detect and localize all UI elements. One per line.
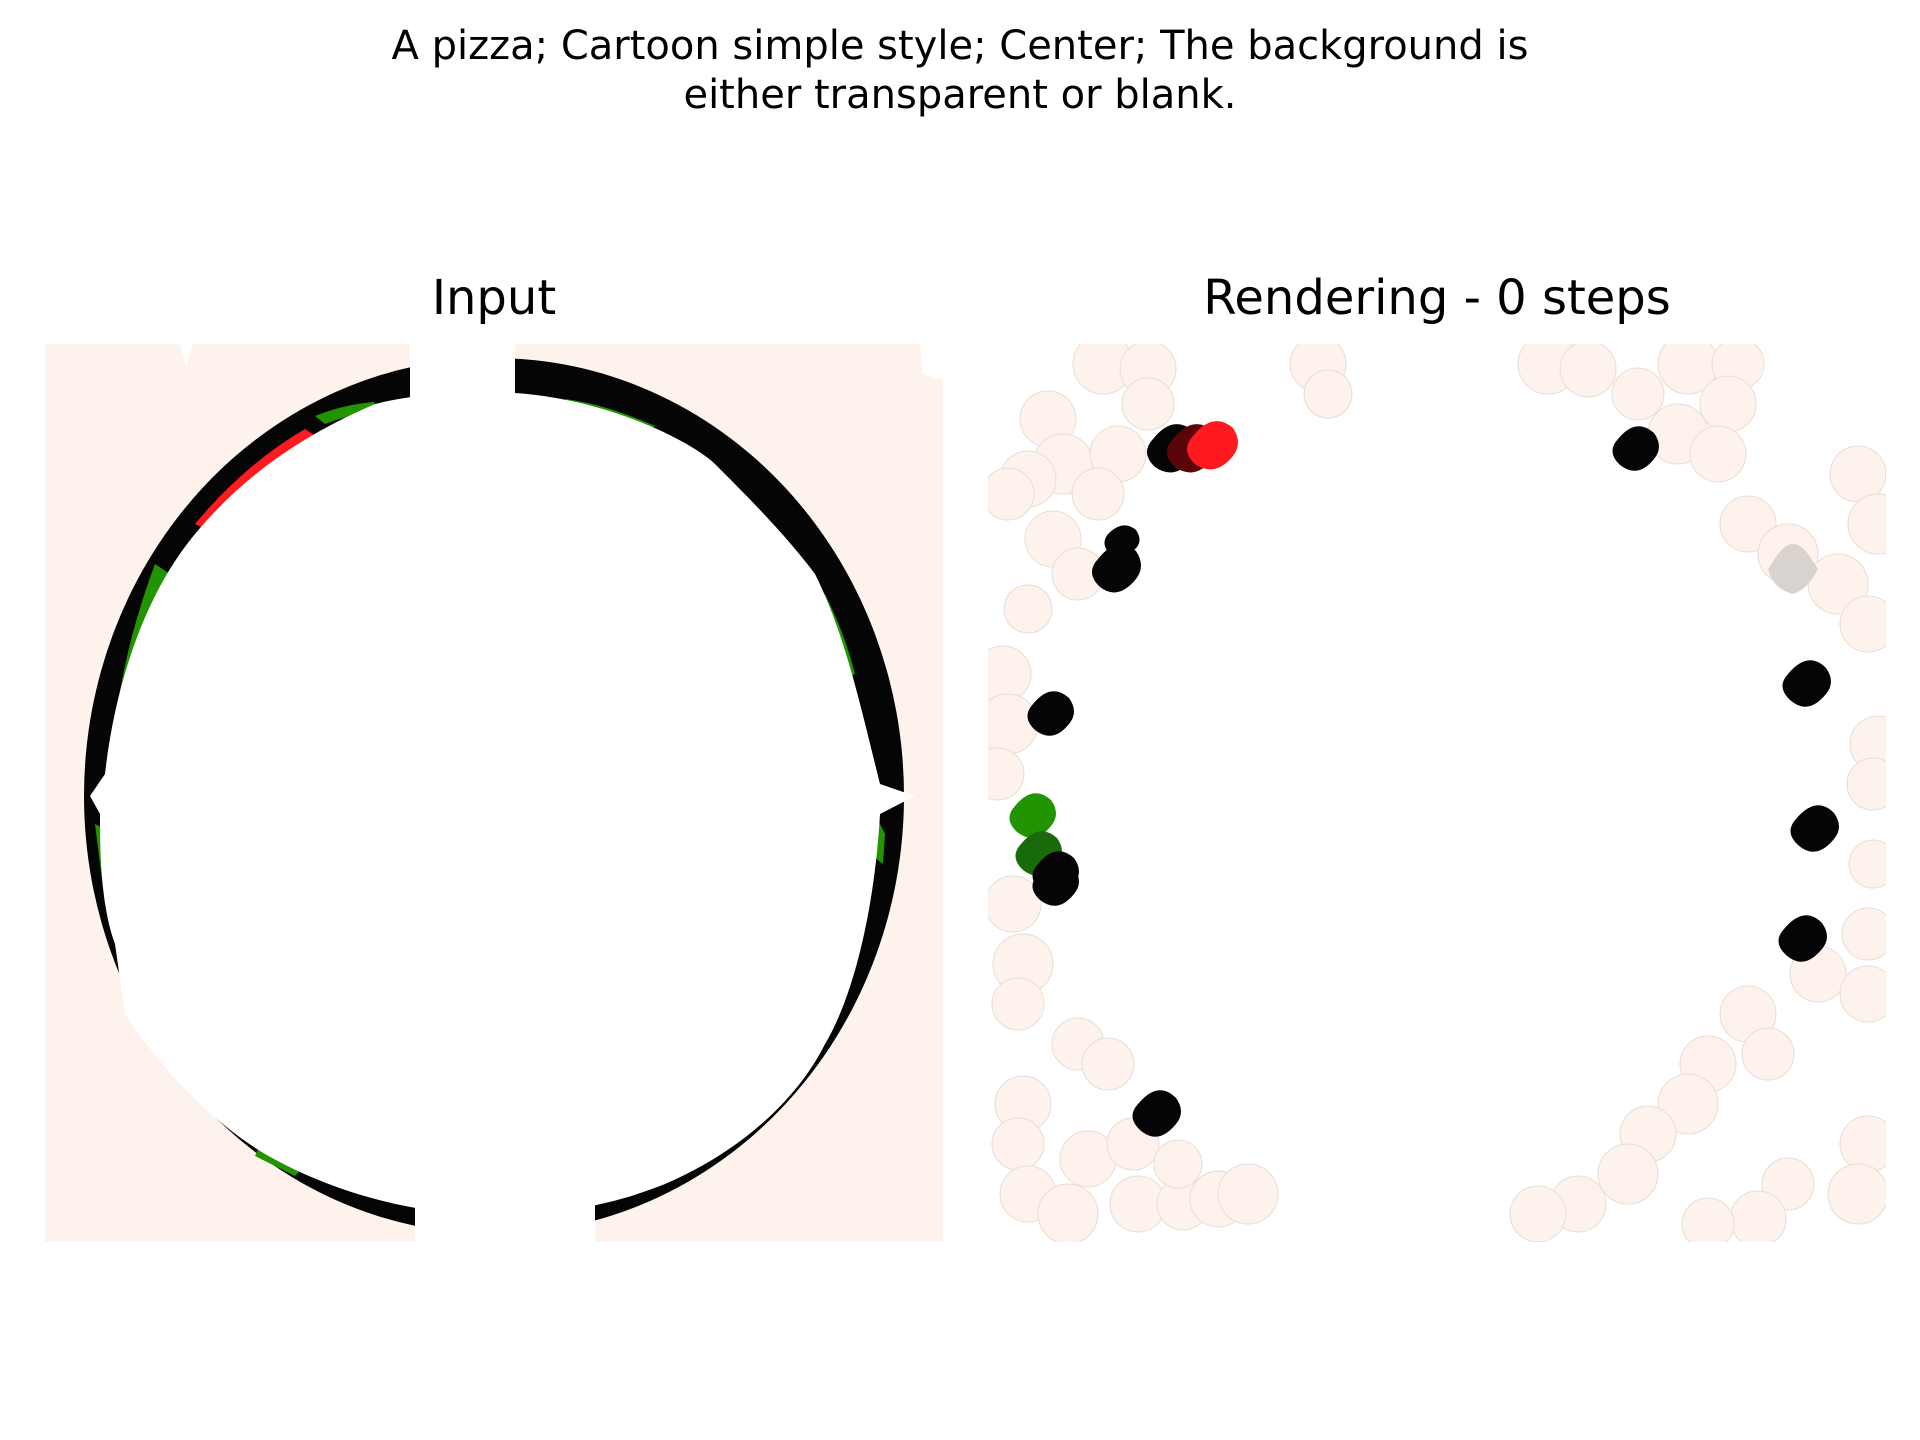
pizza-outline-image [45,344,943,1242]
red-blob [1186,421,1238,470]
rendering-panel-title: Rendering - 0 steps [1203,270,1671,326]
gray-blob [1768,544,1818,594]
suptitle-line-2: either transparent or blank. [683,72,1237,118]
black-blob-over-green [1032,851,1079,896]
input-panel [45,344,943,1242]
figure-suptitle: A pizza; Cartoon simple style; Center; T… [0,22,1920,120]
suptitle-line-1: A pizza; Cartoon simple style; Center; T… [391,23,1529,69]
bottom-cutout [415,1184,595,1242]
rendering-panel [988,344,1886,1242]
green-blob-light [1009,793,1056,838]
pizza-interior [90,392,915,1216]
input-panel-title: Input [431,270,557,326]
black-blobs [1027,424,1839,1137]
top-cutout [410,344,515,404]
cream-blobs [988,344,1886,1242]
rendered-blobs-image [988,344,1886,1242]
